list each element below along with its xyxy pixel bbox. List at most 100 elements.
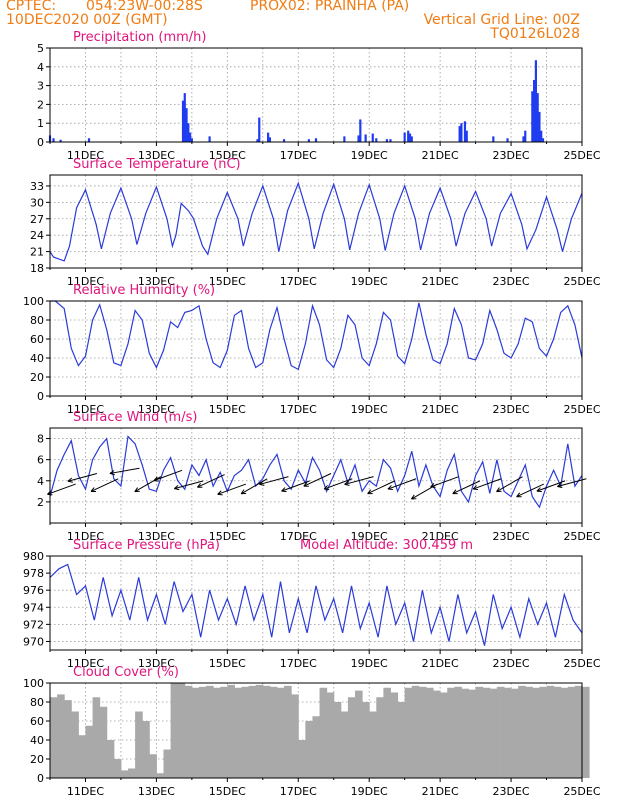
precip-bar: [533, 79, 536, 142]
station-name: PROX02: PRAINHA (PA): [250, 0, 410, 14]
cloud-bar: [177, 683, 186, 778]
precip-bar: [343, 136, 346, 142]
x-tick-label: 25DEC: [563, 530, 600, 543]
wind-arrow-head: [153, 476, 158, 481]
x-tick-label: 11DEC: [67, 149, 104, 162]
precip-bar: [536, 93, 539, 142]
wind-arrow-shaft: [90, 478, 119, 492]
panel-temp: Surface Temperature (nC) 18 21 24 27 30 33 11DE…: [30, 157, 601, 288]
y-tick-label: 40: [30, 352, 44, 365]
wind-arrow: [153, 469, 183, 482]
panel-frame: [49, 555, 583, 651]
panel-title: Precipitation (mm/h): [73, 30, 206, 45]
cloud-bar: [511, 688, 519, 778]
cloud-bar: [482, 687, 491, 778]
wind-arrow-head: [472, 488, 479, 491]
cloud-bar: [255, 684, 264, 778]
wind-arrow: [536, 480, 566, 493]
precip-bar: [258, 117, 261, 142]
x-tick-label: 13DEC: [138, 403, 175, 416]
wind-arrow-head: [536, 487, 541, 492]
panel-title: Relative Humidity (%): [73, 283, 215, 298]
cloud-bar: [369, 711, 377, 778]
wind-arrow: [344, 476, 374, 486]
wind-arrow-head: [281, 490, 287, 493]
model-code: TQ0126L028: [490, 26, 580, 42]
cloud-bar: [518, 685, 526, 778]
wind-arrow-head: [174, 488, 180, 491]
precip-bar: [407, 130, 410, 142]
cloud-bar: [128, 768, 136, 778]
x-tick-label: 11DEC: [67, 530, 104, 543]
y-tick-label: 1: [37, 117, 44, 130]
wind-arrow-head: [324, 488, 330, 491]
x-tick-label: 15DEC: [209, 149, 246, 162]
cloud-bar: [376, 697, 384, 778]
cloud-bar: [220, 686, 228, 778]
wind-arrow-head: [536, 490, 542, 493]
wind-arrow: [496, 476, 523, 493]
x-tick-label: 21DEC: [422, 403, 459, 416]
y-tick-label: 980: [23, 550, 44, 563]
wind-arrow-shaft: [472, 478, 502, 490]
cloud-bar: [553, 686, 562, 778]
cloud-bar: [113, 759, 122, 778]
cloud-bar: [92, 697, 101, 778]
precip-bar: [465, 130, 468, 142]
cloud-bar: [326, 692, 335, 778]
wind-arrow-shaft: [323, 478, 353, 490]
wind-arrow-head: [109, 470, 115, 474]
wind-arrow-shaft: [281, 480, 310, 492]
cloud-bar: [532, 687, 540, 778]
x-tick-label: 13DEC: [138, 530, 175, 543]
precip-bar: [59, 139, 62, 142]
panel-precip: Precipitation (mm/h) 0 1 2 3 4 5 11DEC 13DEC 15DE…: [37, 30, 601, 162]
precip-bar: [371, 133, 374, 142]
precip-bar: [268, 137, 271, 142]
x-tick-label: 15DEC: [209, 785, 246, 798]
x-tick-label: 19DEC: [351, 657, 388, 670]
precip-bar: [524, 130, 527, 142]
precip-bar: [538, 111, 541, 142]
y-tick-label: 20: [30, 371, 44, 384]
cloud-bar: [440, 692, 448, 778]
x-tick-label: 19DEC: [351, 785, 388, 798]
wind-arrow-head: [109, 472, 115, 476]
wind-arrow-shaft: [516, 483, 545, 498]
precip-bar: [463, 121, 467, 142]
x-tick-label: 23DEC: [493, 657, 530, 670]
wind-arrow-head: [472, 485, 477, 490]
precip-bar: [375, 138, 378, 142]
cloud-bar: [496, 686, 505, 778]
x-tick-label: 13DEC: [138, 149, 175, 162]
precip-bar: [183, 93, 186, 142]
wind-arrow-shaft: [536, 480, 566, 492]
cloud-bar: [390, 692, 399, 778]
x-tick-label: 17DEC: [280, 785, 317, 798]
cloud-bar: [454, 686, 462, 778]
wind-arrow-head: [516, 492, 521, 498]
x-tick-label: 11DEC: [67, 275, 104, 288]
wind-arrow-head: [430, 482, 435, 488]
cloud-bar: [241, 686, 250, 778]
y-tick-label: 21: [30, 246, 44, 259]
precip-bar: [531, 91, 534, 142]
x-tick-label: 17DEC: [280, 149, 317, 162]
source-label: CPTEC:: [6, 0, 57, 14]
panel-title: Cloud Cover (%): [73, 665, 179, 680]
x-tick-label: 11DEC: [67, 785, 104, 798]
cloud-bar: [312, 716, 321, 778]
precip-bar: [458, 126, 461, 142]
x-tick-label: 17DEC: [280, 530, 317, 543]
cloud-bar: [333, 702, 342, 778]
precip-bar: [190, 138, 193, 142]
x-tick-label: 25DEC: [563, 657, 600, 670]
cloud-bar: [546, 685, 555, 778]
wind-arrow: [472, 478, 502, 491]
precip-bar: [410, 136, 413, 142]
panel-title: Surface Temperature (nC): [73, 157, 241, 172]
cloud-bar: [567, 686, 576, 778]
wind-arrow: [90, 478, 119, 493]
cloud-bar: [319, 687, 328, 778]
wind-arrow-shaft: [174, 480, 204, 490]
